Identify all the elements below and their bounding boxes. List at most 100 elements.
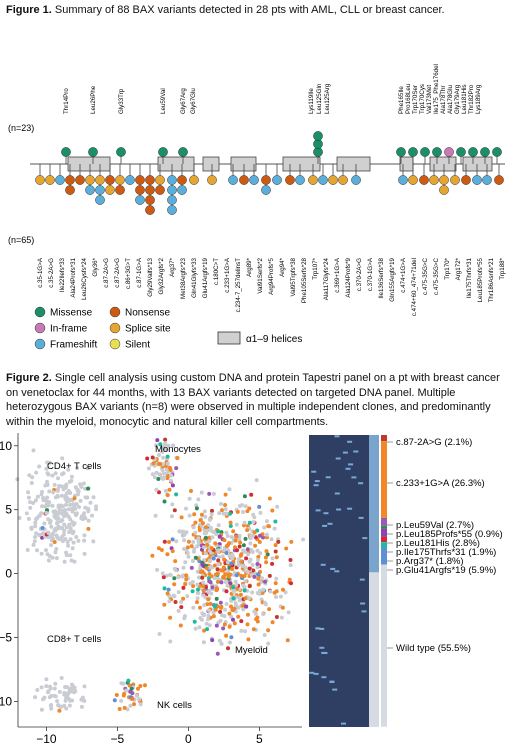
umap-cell-point xyxy=(154,487,159,492)
helix-box xyxy=(399,156,414,172)
umap-cell-point xyxy=(234,534,239,539)
top-variant-label: Gly67Arg xyxy=(180,88,187,114)
umap-cell-point xyxy=(223,572,228,577)
umap-cell-point xyxy=(272,526,277,531)
umap-cell-point xyxy=(181,573,186,578)
bottom-variant-label: c.474+1G>A xyxy=(400,257,407,293)
umap-cell-point xyxy=(198,518,203,523)
umap-cell-point xyxy=(26,516,31,521)
umap-cell-point xyxy=(201,593,206,598)
umap-cell-point xyxy=(206,597,211,602)
umap-cell-point xyxy=(236,563,241,568)
umap-cell-point xyxy=(66,696,71,701)
umap-cell-point xyxy=(207,491,212,496)
umap-cell-point xyxy=(242,574,247,578)
bottom-variant-label: Val95Trpfs*38 xyxy=(290,257,297,296)
umap-cell-point xyxy=(247,559,252,564)
umap-cell-point xyxy=(39,551,44,556)
umap-cell-point xyxy=(233,579,238,584)
heatmap-cell xyxy=(358,516,364,519)
umap-cell-point xyxy=(126,678,131,683)
umap-cell-point xyxy=(224,589,229,594)
variant-dot xyxy=(105,175,115,185)
umap-cell-point xyxy=(60,526,65,531)
umap-cell-point xyxy=(220,613,224,618)
umap-cell-point xyxy=(281,587,285,592)
missense-dot xyxy=(178,147,188,157)
umap-cell-point xyxy=(225,560,230,565)
umap-cell-point xyxy=(174,539,179,544)
umap-cell-point xyxy=(189,565,194,570)
umap-cell-point xyxy=(239,552,244,557)
umap-cell-point xyxy=(216,558,221,563)
variant-dot xyxy=(155,185,165,195)
heatmap-cell xyxy=(348,463,354,466)
umap-cell-point xyxy=(266,628,271,633)
umap-cell-point xyxy=(46,535,51,540)
variant-dot xyxy=(439,175,449,185)
variant-fraction-bar xyxy=(381,547,387,565)
bottom-variant-label: Gly32Argfs*2 xyxy=(158,257,165,294)
umap-cell-point xyxy=(160,449,165,454)
umap-cell-point xyxy=(41,498,46,503)
helix-boxes xyxy=(67,156,493,172)
umap-cell-point xyxy=(39,685,44,690)
umap-cell-point xyxy=(220,554,225,559)
umap-cell-point xyxy=(175,456,180,460)
umap-cell-point xyxy=(263,579,267,584)
umap-cell-point xyxy=(241,543,246,548)
umap-cell-point xyxy=(94,507,98,512)
umap-cell-point xyxy=(52,482,57,487)
variant-dot xyxy=(318,175,328,185)
umap-cell-point xyxy=(219,641,224,646)
umap-cell-point xyxy=(91,495,96,500)
umap-cell-point xyxy=(227,541,232,546)
umap-cell-point xyxy=(112,698,117,703)
umap-cell-point xyxy=(57,689,62,694)
umap-cell-point xyxy=(262,633,267,637)
bottom-variant-label: c.87-2A>G xyxy=(114,258,121,288)
umap-cell-point xyxy=(224,530,229,535)
umap-cell-point xyxy=(270,620,275,625)
variant-dot xyxy=(439,185,449,195)
missense-dot xyxy=(116,147,126,157)
umap-cell-point xyxy=(156,546,161,551)
helix-box xyxy=(429,156,457,172)
umap-cell-point xyxy=(47,489,52,494)
umap-cell-point xyxy=(258,645,263,650)
umap-cell-point xyxy=(224,579,229,584)
umap-cell-point xyxy=(55,699,60,704)
umap-cell-point xyxy=(172,576,177,581)
umap-cell-point xyxy=(53,550,58,555)
umap-cell-point xyxy=(211,610,216,615)
umap-cell-point xyxy=(41,531,45,536)
umap-cell-point xyxy=(50,555,55,560)
umap-cell-point xyxy=(163,488,168,493)
heatmap-cell xyxy=(322,652,328,654)
heatmap-cell xyxy=(311,470,317,473)
umap-cell-point xyxy=(264,560,269,565)
bottom-variant-label: Arg94* xyxy=(279,257,286,277)
umap-cell-point xyxy=(217,555,221,560)
umap-cell-point xyxy=(241,510,245,514)
umap-cell-point xyxy=(234,522,239,527)
variant-dot xyxy=(115,185,125,195)
heatmap-cell xyxy=(335,457,341,460)
umap-cell-point xyxy=(203,525,208,530)
umap-cell-point xyxy=(264,535,269,540)
umap-cell-point xyxy=(225,534,230,538)
umap-cell-point xyxy=(37,532,42,537)
umap-cell-point xyxy=(251,627,256,632)
umap-cell-point xyxy=(129,686,134,691)
umap-cell-point xyxy=(273,519,278,524)
umap-cell-point xyxy=(202,509,207,514)
figure1-lollipop-plot: (n=23) (n=65) Thr14Pro Leu26Phe Gly33Trp Le… xyxy=(8,64,506,350)
umap-cell-point xyxy=(289,581,293,586)
umap-cell-point xyxy=(218,600,223,605)
legend-swatch xyxy=(109,322,121,334)
umap-cell-point xyxy=(196,539,201,544)
umap-cell-point xyxy=(78,498,83,503)
umap-cell-point xyxy=(193,530,198,535)
missense-dot xyxy=(88,147,98,157)
y-tick-label: −10 xyxy=(0,694,12,708)
